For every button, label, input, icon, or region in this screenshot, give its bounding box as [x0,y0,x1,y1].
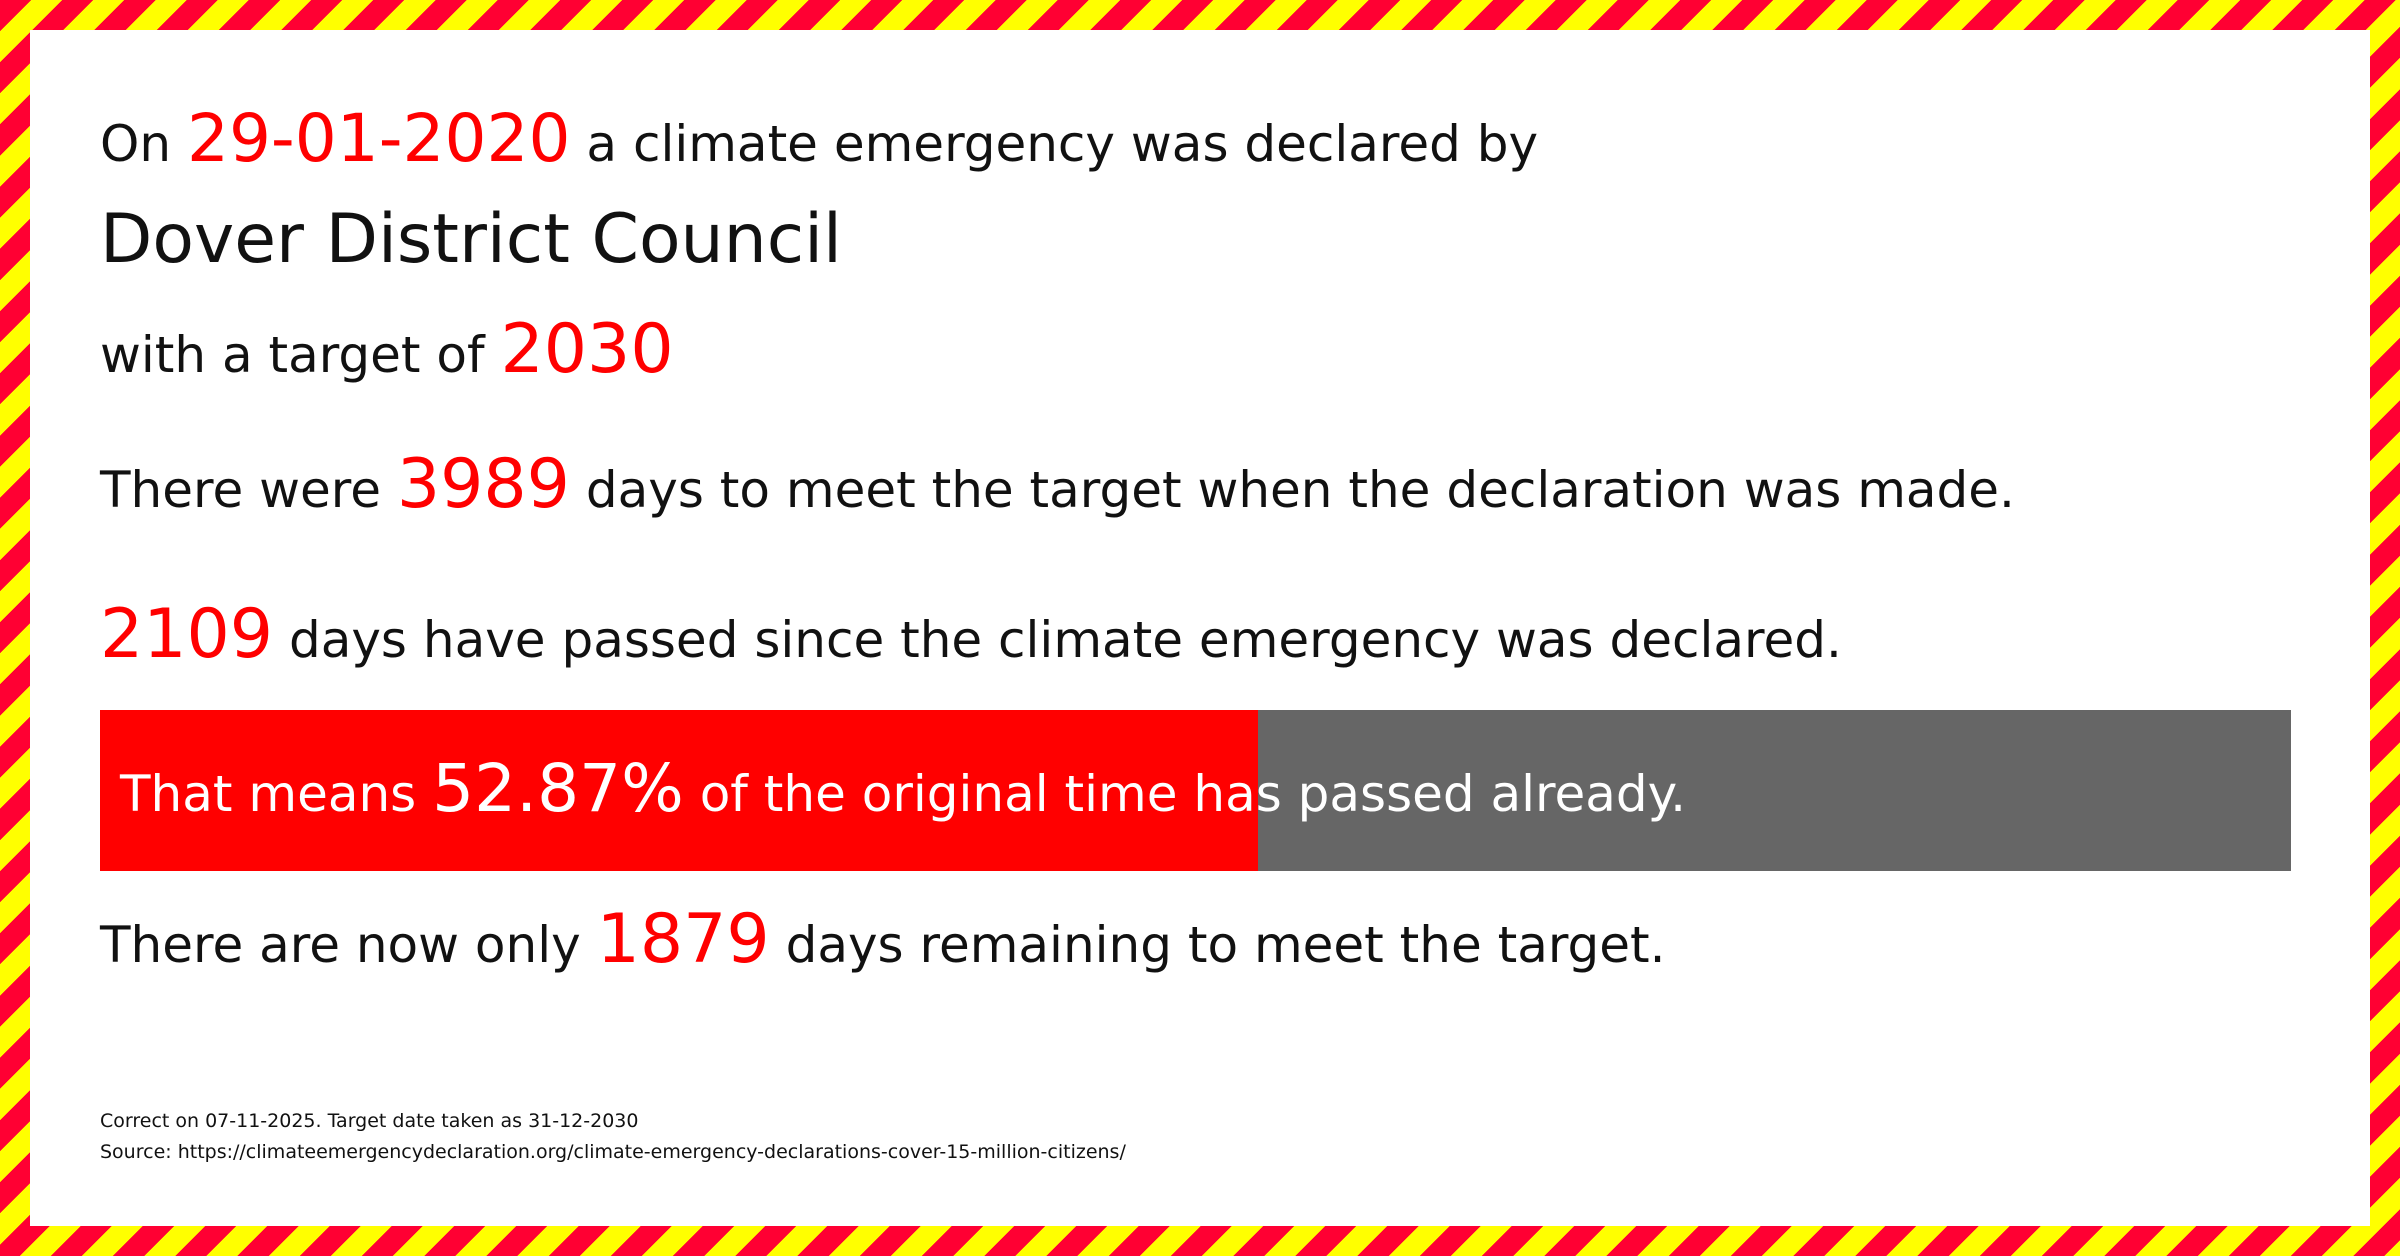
target-line: with a target of 2030 [100,310,674,389]
days-remaining-line: There are now only 1879 days remaining t… [100,900,1666,979]
card-panel [30,30,2370,1226]
original-days: 3989 [396,445,570,524]
progress-suffix: of the original time has passed already. [699,765,1687,823]
declaration-prefix: On [100,115,172,173]
declaration-suffix: a climate emergency was declared by [586,115,1539,173]
days-remaining-prefix: There are now only [100,916,581,974]
progress-text: That means 52.87% of the original time h… [120,750,1686,827]
progress-prefix: That means [120,765,417,823]
days-remaining: 1879 [596,900,770,979]
original-days-prefix: There were [100,461,381,519]
footer-source: Source: https://climateemergencydeclarat… [100,1141,1126,1163]
progress-bar: That means 52.87% of the original time h… [100,710,2291,871]
progress-fill [100,710,1259,871]
progress-value: 52.87% [432,750,684,827]
days-passed: 2109 [100,595,274,674]
council-name: Dover District Council [100,200,842,279]
footer-correct-note: Correct on 07-11-2025. Target date taken… [100,1110,639,1132]
declaration-date: 29-01-2020 [186,100,571,177]
target-prefix: with a target of [100,326,485,384]
days-remaining-suffix: days remaining to meet the target. [785,916,1666,974]
days-passed-suffix: days have passed since the climate emerg… [288,611,1842,669]
original-days-suffix: days to meet the target when the declara… [585,461,2015,519]
days-passed-line: 2109 days have passed since the climate … [100,595,1842,674]
target-year: 2030 [500,310,674,389]
original-days-line: There were 3989 days to meet the target … [100,445,2015,524]
declaration-line: On 29-01-2020 a climate emergency was de… [100,100,1538,177]
